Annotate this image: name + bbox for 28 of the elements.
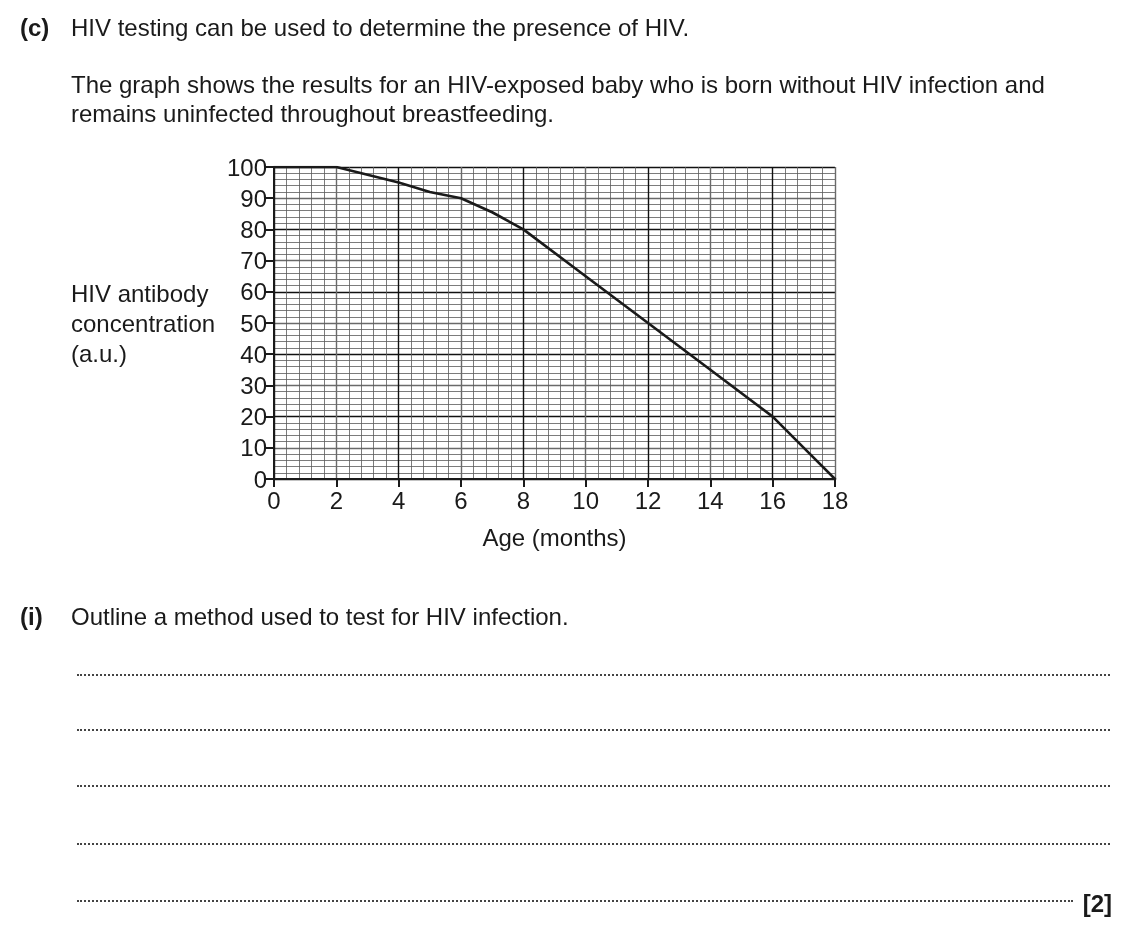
x-axis-title: Age (months) xyxy=(482,523,627,551)
y-tick-label: 50 xyxy=(240,309,267,337)
text: Outline a method used to test for HIV infection. xyxy=(71,602,569,631)
y-tick-label: 80 xyxy=(240,215,267,243)
x-tick-label: 2 xyxy=(329,486,344,514)
y-tick-label: 60 xyxy=(240,278,267,306)
x-tick-label: 4 xyxy=(391,486,406,514)
text: (i) xyxy=(20,602,43,631)
y-tick-label: 0 xyxy=(253,465,267,493)
y-tick-label: 10 xyxy=(240,434,267,462)
chart-subtitle: The graph shows the results for an HIV-exposed baby who is born without HIV infection and remains uninfected throughout breastfeeding. xyxy=(71,70,1046,128)
x-tick-label: 14 xyxy=(696,486,724,514)
text: [2] xyxy=(1081,889,1112,918)
x-tick-label: 12 xyxy=(634,486,662,514)
y-tick-label: 20 xyxy=(240,403,267,431)
y-tick-label: 70 xyxy=(240,247,267,275)
x-tick-label: 10 xyxy=(572,486,600,514)
text: (c) xyxy=(20,13,50,42)
y-tick-label: 30 xyxy=(240,371,267,399)
x-tick-label: 8 xyxy=(516,486,531,514)
y-axis-title: HIV antibody concentration (a.u.) xyxy=(71,279,217,369)
y-tick-label: 100 xyxy=(226,153,267,181)
y-tick-label: 40 xyxy=(240,340,267,368)
chart-title: HIV testing can be used to determine the presence of HIV. xyxy=(71,13,691,42)
x-tick-label: 6 xyxy=(454,486,468,514)
x-tick-label: 18 xyxy=(821,486,849,514)
y-tick-label: 90 xyxy=(240,184,267,212)
x-tick-label: 16 xyxy=(759,486,787,514)
